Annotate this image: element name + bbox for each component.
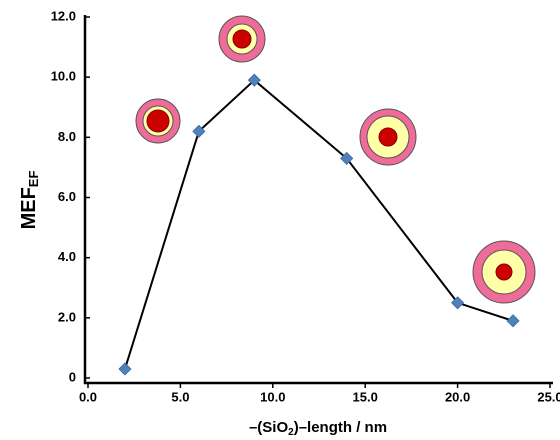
marker bbox=[247, 73, 261, 87]
x-label-part: )–length / nm bbox=[294, 419, 387, 436]
marker bbox=[451, 296, 465, 310]
marker bbox=[506, 314, 520, 328]
y-label-sub: EF bbox=[26, 171, 41, 188]
y-axis-label: MEFEF bbox=[18, 171, 41, 230]
y-tick-label: 6.0 bbox=[58, 189, 76, 204]
y-tick-label: 8.0 bbox=[58, 129, 76, 144]
x-axis-label: –(SiO2)–length / nm bbox=[249, 419, 387, 438]
particle-icon bbox=[378, 127, 398, 147]
y-tick-label: 10.0 bbox=[51, 69, 76, 84]
x-tick-label: 10.0 bbox=[260, 389, 285, 404]
particle-icon bbox=[146, 109, 170, 133]
series-line bbox=[124, 78, 514, 370]
x-tick-label: 0.0 bbox=[79, 389, 97, 404]
marker bbox=[340, 151, 354, 165]
y-tick-label: 2.0 bbox=[58, 309, 76, 324]
y-tick-label: 4.0 bbox=[58, 249, 76, 264]
x-tick-label: 20.0 bbox=[445, 389, 470, 404]
x-tick-label: 5.0 bbox=[171, 389, 189, 404]
x-label-part: 2 bbox=[288, 427, 294, 438]
x-label-part: –(SiO bbox=[249, 419, 289, 436]
particle-icon bbox=[495, 263, 513, 281]
y-tick-label: 12.0 bbox=[51, 8, 76, 23]
x-tick-label: 25.0 bbox=[537, 389, 560, 404]
y-tick-label: 0 bbox=[69, 369, 76, 384]
icons bbox=[135, 15, 536, 304]
x-tick-label: 15.0 bbox=[353, 389, 378, 404]
y-label-main: MEF bbox=[18, 187, 40, 229]
particle-icon bbox=[232, 29, 252, 49]
marker bbox=[118, 362, 132, 376]
marker bbox=[192, 124, 206, 138]
